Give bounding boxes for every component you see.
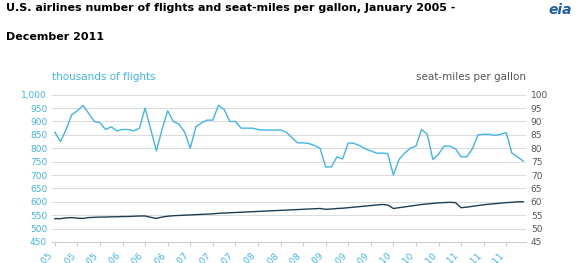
- Text: December 2011: December 2011: [6, 32, 104, 42]
- Text: eia: eia: [549, 3, 572, 17]
- Text: U.S. airlines number of flights and seat-miles per gallon, January 2005 -: U.S. airlines number of flights and seat…: [6, 3, 455, 13]
- Text: thousands of flights: thousands of flights: [52, 72, 155, 82]
- Text: seat-miles per gallon: seat-miles per gallon: [416, 72, 526, 82]
